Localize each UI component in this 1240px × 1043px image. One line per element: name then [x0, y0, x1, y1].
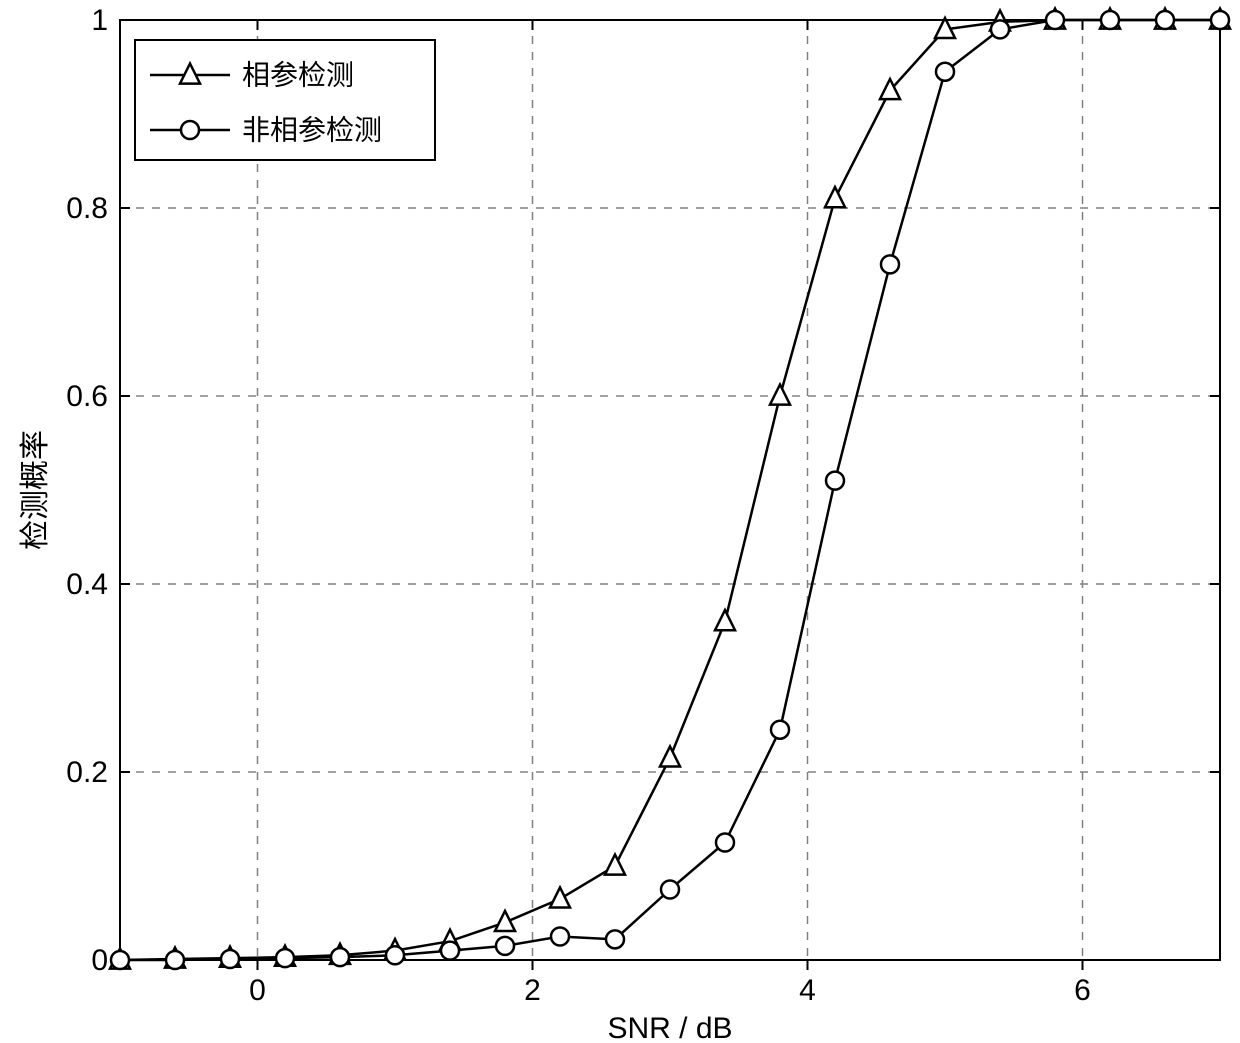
svg-text:0.8: 0.8 — [66, 192, 108, 225]
svg-text:0.4: 0.4 — [66, 568, 108, 601]
svg-text:1: 1 — [91, 4, 108, 37]
legend-label-0: 相参检测 — [242, 59, 354, 91]
legend: 相参检测非相参检测 — [135, 40, 435, 160]
svg-text:4: 4 — [799, 974, 816, 1007]
line-chart: 0 2 4 6 0 0.2 0.4 0.6 0.8 1 SNR / dB 检测概率 相参检测非相参检测 — [0, 0, 1240, 1043]
legend-label-1: 非相参检测 — [242, 114, 382, 146]
svg-text:6: 6 — [1074, 974, 1091, 1007]
svg-text:0.2: 0.2 — [66, 756, 108, 789]
chart-container: 0 2 4 6 0 0.2 0.4 0.6 0.8 1 SNR / dB 检测概率 相参检测非相参检测 — [0, 0, 1240, 1043]
svg-text:0.6: 0.6 — [66, 380, 108, 413]
x-axis-label: SNR / dB — [607, 1012, 732, 1043]
y-axis-label: 检测概率 — [19, 430, 52, 550]
svg-text:0: 0 — [249, 974, 266, 1007]
svg-text:2: 2 — [524, 974, 541, 1007]
svg-text:0: 0 — [91, 944, 108, 977]
